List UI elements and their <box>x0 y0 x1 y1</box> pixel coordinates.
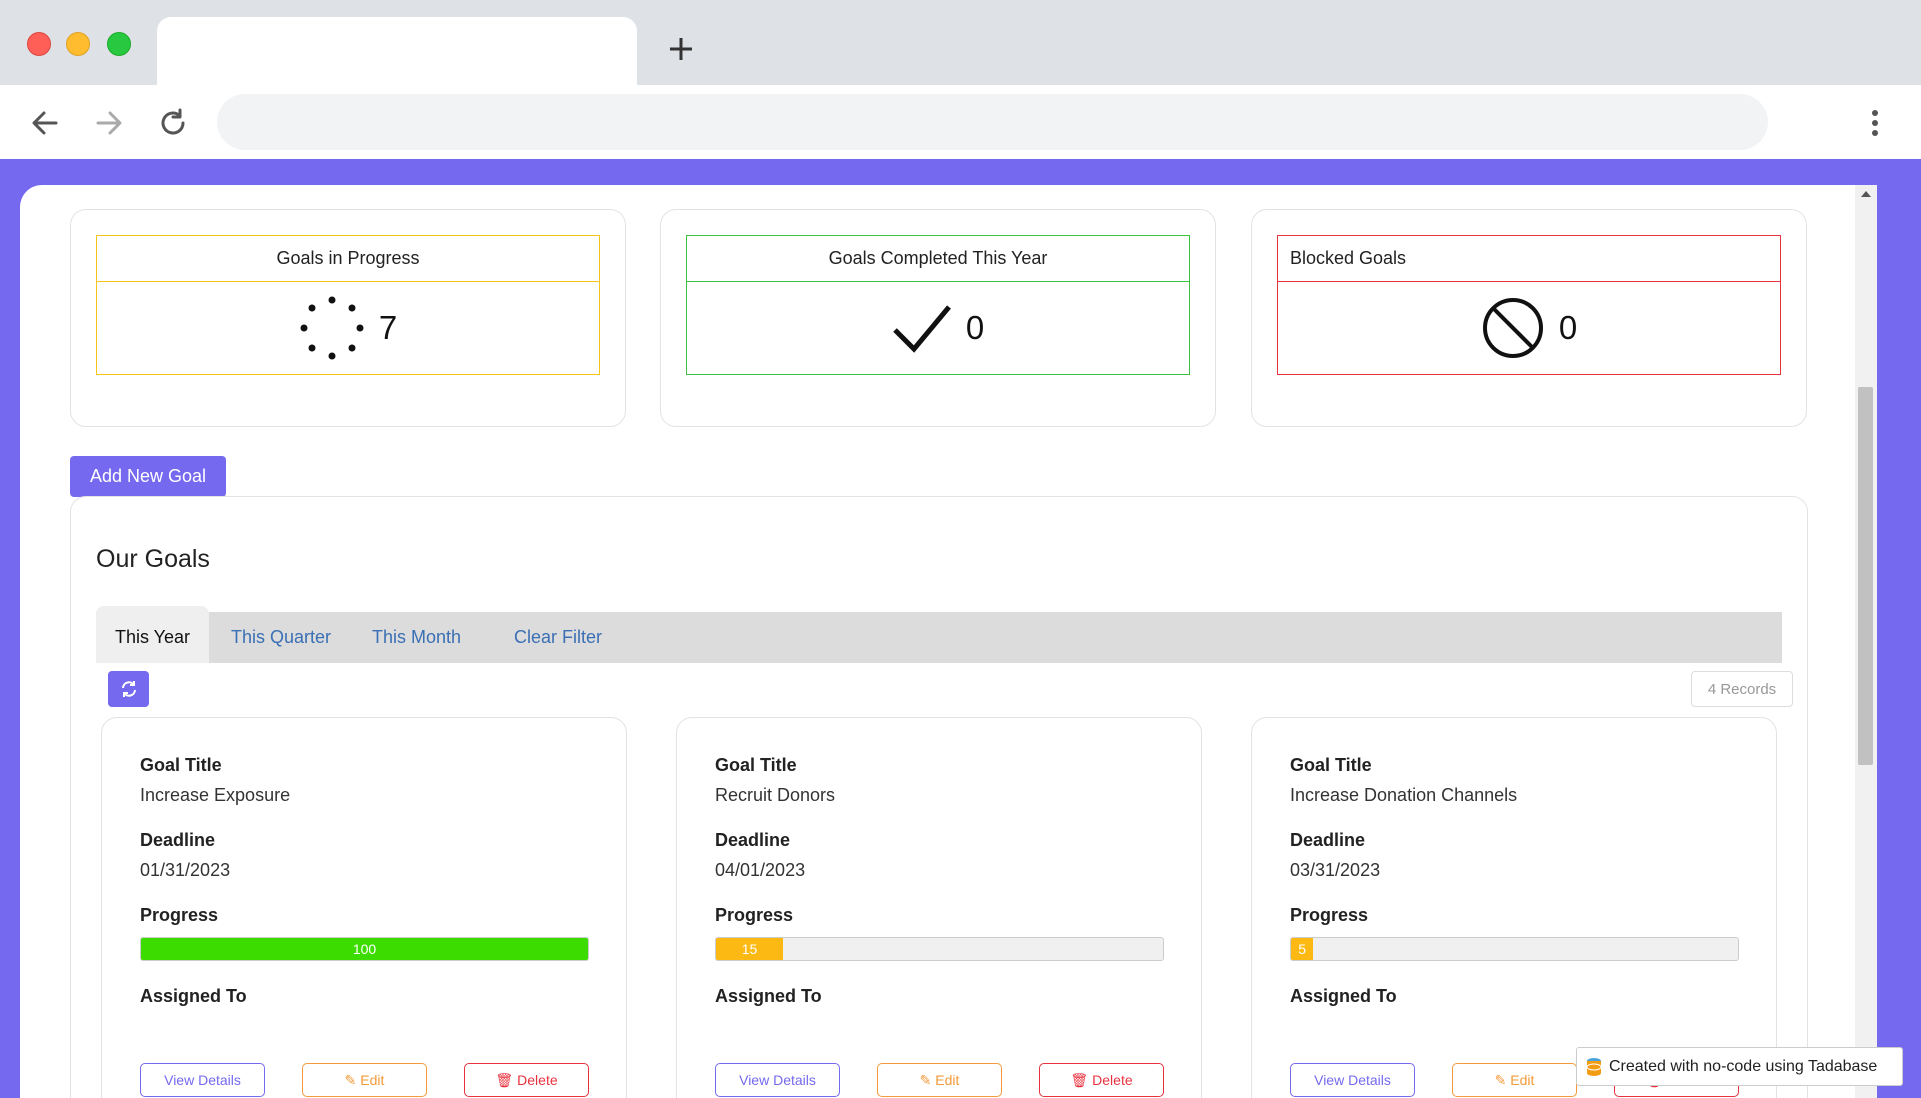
deadline-label: Deadline <box>140 830 216 850</box>
progress-bar: 5 <box>1290 937 1739 961</box>
edit-label: Edit <box>1510 1072 1535 1088</box>
view-details-button[interactable]: View Details <box>1290 1063 1415 1097</box>
badge-label: Created with no-code using Tadabase <box>1609 1057 1878 1075</box>
new-tab-button[interactable] <box>664 32 698 66</box>
stat-value: 0 <box>1558 309 1578 346</box>
back-button[interactable] <box>25 103 65 143</box>
stat-value: 7 <box>378 309 398 346</box>
trash-icon: 🗑 <box>495 1071 514 1088</box>
progress-bar: 100 <box>140 937 589 961</box>
stat-box: Goals in Progress 7 <box>96 235 600 375</box>
database-icon <box>1586 1057 1602 1076</box>
edit-label: Edit <box>935 1072 960 1088</box>
tab-clear-filter[interactable]: Clear Filter <box>514 627 603 647</box>
records-count: 4 Records <box>1691 671 1793 707</box>
stat-label: Blocked Goals <box>1278 236 1780 282</box>
minimize-window-button[interactable] <box>66 32 90 56</box>
plus-icon <box>670 38 692 60</box>
goal-title-label: Goal Title <box>1290 755 1372 775</box>
pencil-icon: ✎ <box>919 1071 932 1088</box>
stat-card-blocked: Blocked Goals 0 <box>1251 209 1807 427</box>
scrollbar-thumb[interactable] <box>1858 387 1873 765</box>
goal-title-value: Increase Exposure <box>140 785 291 805</box>
add-new-goal-button[interactable]: Add New Goal <box>70 456 226 497</box>
browser-tab[interactable] <box>157 17 637 85</box>
filter-tabs: This Year This Quarter This Month Clear … <box>96 606 1782 663</box>
stat-value: 0 <box>965 309 985 346</box>
section-title: Our Goals <box>96 545 210 573</box>
deadline-label: Deadline <box>1290 830 1366 850</box>
progress-fill: 15 <box>716 938 784 960</box>
delete-label: Delete <box>1092 1072 1133 1088</box>
progress-label: Progress <box>715 905 794 925</box>
progress-bar: 15 <box>715 937 1164 961</box>
goal-title-label: Goal Title <box>715 755 797 775</box>
pencil-icon: ✎ <box>1494 1071 1507 1088</box>
goal-title-value: Increase Donation Channels <box>1290 785 1518 805</box>
refresh-icon <box>121 681 136 697</box>
forward-button[interactable] <box>89 103 129 143</box>
goal-card: Goal Title Recruit Donors Deadline 04/01… <box>676 717 1202 1098</box>
arrow-left-icon <box>32 111 58 135</box>
view-details-button[interactable]: View Details <box>715 1063 840 1097</box>
reload-icon <box>161 108 185 135</box>
goals-panel: Our Goals This Year This Quarter This Mo… <box>70 496 1808 1098</box>
edit-button[interactable]: ✎ Edit <box>877 1063 1002 1097</box>
assigned-to-label: Assigned To <box>1290 986 1397 1006</box>
trash-icon: 🗑 <box>1070 1071 1089 1088</box>
page-viewport: Goals in Progress 7 <box>0 159 1921 1098</box>
stat-box: Blocked Goals 0 <box>1277 235 1781 375</box>
delete-label: Delete <box>517 1072 558 1088</box>
tab-this-quarter[interactable]: This Quarter <box>231 627 332 647</box>
goal-card: Goal Title Increase Exposure Deadline 01… <box>101 717 627 1098</box>
tadabase-badge[interactable]: Created with no-code using Tadabase <box>1576 1047 1903 1086</box>
address-bar[interactable] <box>217 94 1768 150</box>
tab-this-month[interactable]: This Month <box>372 627 462 647</box>
view-details-button[interactable]: View Details <box>140 1063 265 1097</box>
browser-menu-button[interactable] <box>1860 103 1890 143</box>
scroll-up-arrow-icon[interactable] <box>1861 191 1871 197</box>
assigned-to-label: Assigned To <box>715 986 822 1006</box>
stat-label: Goals Completed This Year <box>687 236 1189 282</box>
stat-label: Goals in Progress <box>97 236 599 282</box>
edit-button[interactable]: ✎ Edit <box>1452 1063 1577 1097</box>
app-page: Goals in Progress 7 <box>20 185 1876 1098</box>
delete-button[interactable]: 🗑Delete <box>1039 1063 1164 1097</box>
deadline-value: 04/01/2023 <box>715 860 806 880</box>
pencil-icon: ✎ <box>344 1071 357 1088</box>
delete-button[interactable]: 🗑Delete <box>464 1063 589 1097</box>
progress-label: Progress <box>1290 905 1369 925</box>
progress-fill: 100 <box>141 938 588 960</box>
stat-box: Goals Completed This Year 0 <box>686 235 1190 375</box>
browser-titlebar <box>0 0 1921 85</box>
ban-icon <box>1482 298 1543 358</box>
assigned-to-label: Assigned To <box>140 986 247 1006</box>
page-scrollbar[interactable] <box>1855 185 1877 1098</box>
checkmark-icon <box>893 305 951 353</box>
tab-this-year[interactable]: This Year <box>96 606 210 663</box>
stat-card-in-progress: Goals in Progress 7 <box>70 209 626 427</box>
stat-card-completed: Goals Completed This Year 0 <box>660 209 1216 427</box>
edit-button[interactable]: ✎ Edit <box>302 1063 427 1097</box>
refresh-button[interactable] <box>108 671 149 707</box>
more-vertical-icon <box>1872 110 1878 136</box>
progress-fill: 5 <box>1291 938 1314 960</box>
deadline-label: Deadline <box>715 830 791 850</box>
arrow-right-icon <box>96 111 122 135</box>
close-window-button[interactable] <box>27 32 51 56</box>
browser-toolbar <box>0 85 1921 159</box>
edit-label: Edit <box>360 1072 385 1088</box>
maximize-window-button[interactable] <box>107 32 131 56</box>
spinner-icon <box>300 296 364 360</box>
reload-button[interactable] <box>153 103 193 143</box>
deadline-value: 01/31/2023 <box>140 860 231 880</box>
progress-label: Progress <box>140 905 219 925</box>
goal-title-value: Recruit Donors <box>715 785 836 805</box>
deadline-value: 03/31/2023 <box>1290 860 1381 880</box>
goal-card: Goal Title Increase Donation Channels De… <box>1251 717 1777 1098</box>
goal-title-label: Goal Title <box>140 755 222 775</box>
